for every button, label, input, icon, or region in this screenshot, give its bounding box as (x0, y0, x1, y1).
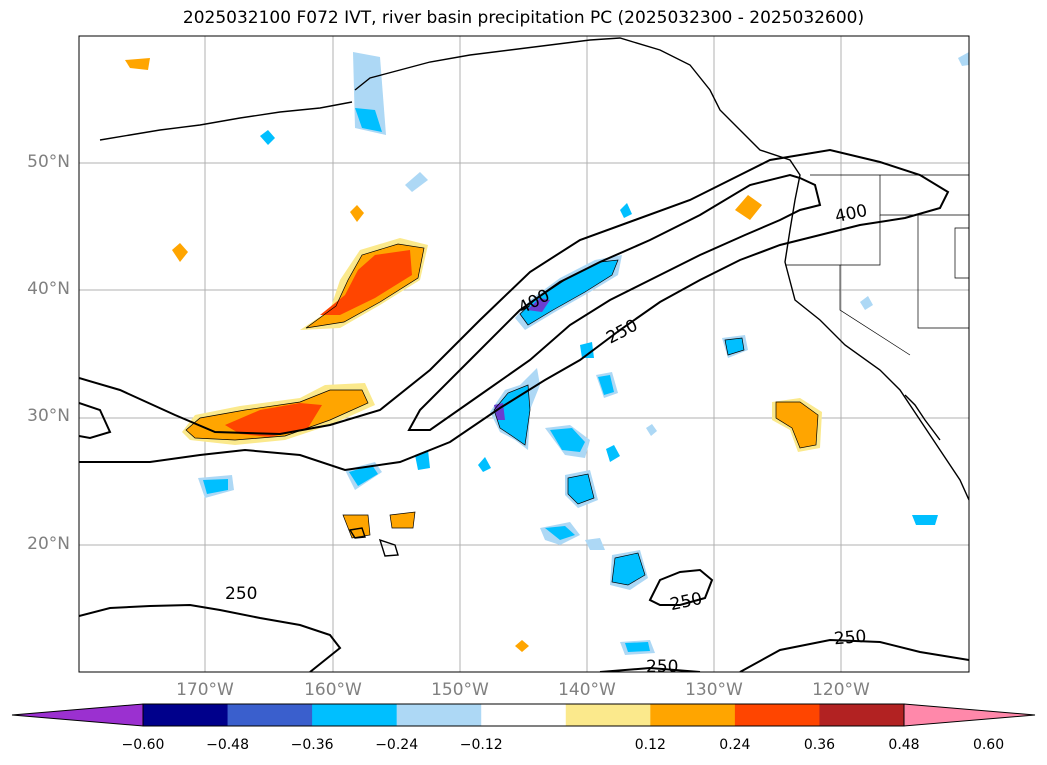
map-area (79, 36, 969, 672)
lat-label: 20°N (27, 534, 70, 554)
positive-precip-anomalies (125, 58, 822, 652)
ivt-contours (79, 148, 969, 672)
colorbar-segment (734, 704, 820, 726)
lon-label: 130°W (685, 680, 743, 700)
colorbar-segment (227, 704, 313, 726)
lon-label: 160°W (304, 680, 362, 700)
colorbar-border (142, 703, 905, 727)
lat-label: 30°N (27, 406, 70, 426)
lon-label: 150°W (431, 680, 489, 700)
colorbar-tick-label: −0.60 (121, 737, 165, 753)
lon-label: 140°W (558, 680, 616, 700)
colorbar-segment (650, 704, 736, 726)
colorbar-segment (481, 704, 567, 726)
coastlines (99, 37, 969, 557)
lon-label: 170°W (176, 680, 234, 700)
colorbar-segment (819, 704, 905, 726)
colorbar-tick-label: −0.36 (290, 737, 334, 753)
colorbar-tick-label: −0.12 (459, 737, 503, 753)
colorbar-segment (565, 704, 651, 726)
state-borders (785, 174, 969, 356)
colorbar-extend-min (11, 703, 144, 727)
contour-label: 250 (833, 626, 868, 650)
colorbar-tick-label: 0.24 (719, 737, 751, 753)
colorbar-segment (143, 704, 229, 726)
precip-contour-outlines (185, 243, 819, 586)
contour-label: 250 (225, 584, 258, 604)
colorbar (11, 703, 1036, 727)
map-frame (78, 35, 970, 673)
colorbar-segment (396, 704, 482, 726)
colorbar-tick-label: −0.48 (206, 737, 249, 753)
negative-precip-anomalies (198, 52, 969, 655)
colorbar-tick-label: 0.48 (888, 737, 920, 753)
colorbar-tick-label: −0.24 (375, 737, 419, 753)
lat-label: 50°N (27, 152, 70, 172)
contour-label: 250 (646, 657, 679, 677)
colorbar-tick-label: 0.12 (634, 737, 666, 753)
lon-label: 120°W (812, 680, 870, 700)
colorbar-tick-label: 0.60 (972, 737, 1005, 753)
colorbar-extend-max (903, 703, 1036, 727)
lat-label: 40°N (27, 279, 70, 299)
colorbar-segment (312, 704, 398, 726)
map-title: 2025032100 F072 IVT, river basin precipi… (182, 8, 865, 28)
colorbar-tick-label: 0.36 (803, 737, 836, 753)
